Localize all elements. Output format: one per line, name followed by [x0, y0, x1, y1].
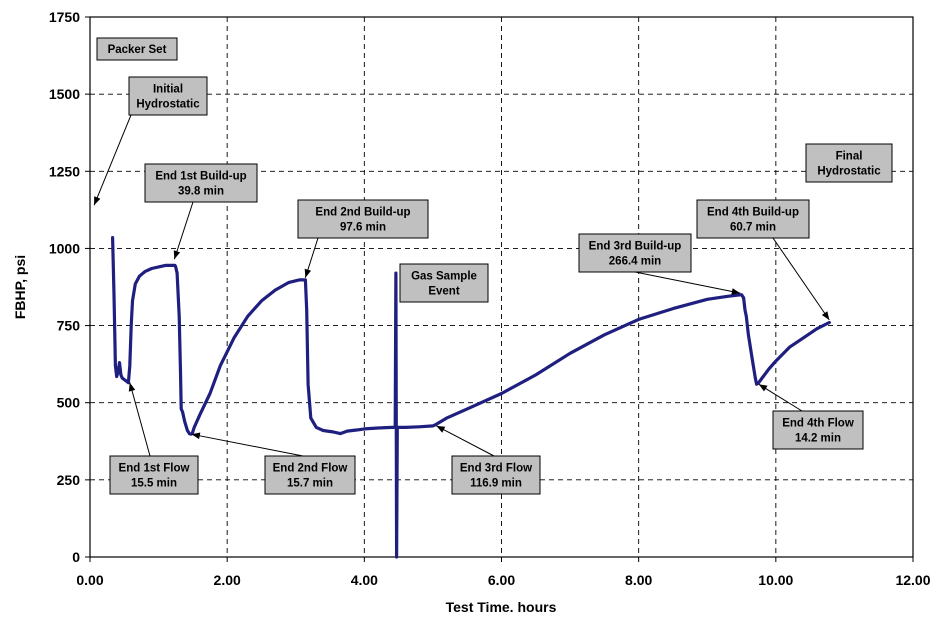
annotation-text: 116.9 min — [470, 478, 522, 490]
arrow-head — [821, 311, 830, 321]
annotation-text: End 3rd Build-up — [589, 241, 682, 253]
annotation-text: End 2nd Flow — [273, 463, 348, 475]
annotation-text: Gas Sample — [411, 271, 477, 283]
annotation-callout: Final Hydrostatic — [805, 143, 893, 183]
annotation-text: Initial — [153, 84, 183, 96]
y-axis-title: FBHP, psi — [12, 255, 28, 319]
arrow-head — [758, 384, 768, 392]
annotation-callout: End 3rd Build-up 266.4 min — [578, 233, 741, 295]
series-group — [111, 236, 831, 559]
annotation-box — [772, 410, 864, 450]
annotation-callout: End 1st Flow 15.5 min — [109, 382, 199, 495]
annotation-text: 14.2 min — [795, 433, 841, 445]
y-tick-label: 1500 — [49, 86, 80, 102]
annotation-arrow — [191, 433, 304, 457]
x-axis-ticks: 0.00 2.00 4.00 6.00 8.00 10.00 12.00 — [76, 557, 931, 588]
annotations-group: Packer Set Initial Hydrostatic End 1st Buil… — [93, 37, 893, 495]
x-tick-label: 8.00 — [625, 572, 652, 588]
annotation-arrow — [129, 382, 151, 457]
annotation-box — [144, 163, 258, 203]
annotation-text: Packer Set — [108, 44, 167, 56]
x-tick-label: 12.00 — [895, 572, 930, 588]
annotation-text: 97.6 min — [340, 222, 386, 234]
annotation-callout: Initial Hydrostatic — [93, 76, 208, 206]
annotation-callout: Packer Set — [96, 37, 178, 61]
annotation-text: End 1st Flow — [119, 463, 190, 475]
y-tick-label: 1250 — [49, 163, 80, 179]
annotation-box — [805, 143, 893, 183]
annotation-box — [109, 455, 199, 495]
x-tick-label: 10.00 — [758, 572, 793, 588]
arrow-head — [731, 288, 741, 295]
annotation-callout: End 3rd Flow 116.9 min — [436, 425, 541, 495]
x-tick-label: 2.00 — [214, 572, 241, 588]
x-axis-title: Test Time. hours — [446, 599, 557, 615]
annotation-arrow — [634, 271, 741, 294]
y-tick-label: 0 — [72, 549, 80, 565]
arrow-head — [436, 425, 446, 433]
annotation-text: 39.8 min — [178, 186, 224, 198]
series-line — [111, 236, 831, 559]
annotation-callout: Gas Sample Event — [399, 263, 489, 303]
y-axis-ticks: 0 250 500 750 1000 1250 1500 1750 — [49, 9, 90, 565]
arrow-head — [128, 382, 136, 392]
annotation-callout: End 2nd Flow 15.7 min — [191, 432, 356, 495]
y-tick-label: 500 — [57, 395, 81, 411]
arrow-head — [191, 432, 201, 440]
annotation-text: End 1st Build-up — [155, 171, 246, 183]
annotation-box — [128, 76, 208, 116]
annotation-arrow — [758, 383, 803, 412]
arrow-head — [173, 250, 181, 260]
y-tick-label: 1750 — [49, 9, 80, 25]
annotation-text: End 4th Flow — [782, 418, 854, 430]
annotation-arrow — [436, 425, 495, 457]
annotation-text: Hydrostatic — [817, 166, 881, 178]
x-tick-label: 0.00 — [76, 572, 103, 588]
annotation-box — [264, 455, 356, 495]
annotation-arrow — [772, 237, 830, 321]
y-tick-label: 250 — [57, 472, 81, 488]
annotation-callout: End 1st Build-up 39.8 min — [144, 163, 258, 260]
x-tick-label: 6.00 — [488, 572, 515, 588]
annotation-text: End 2nd Build-up — [315, 207, 410, 219]
annotation-text: Hydrostatic — [136, 99, 200, 111]
arrow-head — [304, 268, 312, 278]
annotation-text: 15.7 min — [287, 478, 333, 490]
annotation-box — [399, 263, 489, 303]
gridlines — [90, 17, 913, 557]
annotation-text: 15.5 min — [131, 478, 177, 490]
annotation-box — [96, 37, 178, 61]
annotation-callout: End 2nd Build-up 97.6 min — [297, 199, 429, 278]
x-tick-label: 4.00 — [351, 572, 378, 588]
annotation-text: Final — [836, 151, 863, 163]
y-tick-label: 1000 — [49, 240, 80, 256]
annotation-text: 266.4 min — [609, 256, 661, 268]
annotation-box — [451, 455, 541, 495]
annotation-arrow — [93, 114, 132, 206]
annotation-box — [696, 199, 810, 239]
annotation-text: End 3rd Flow — [460, 463, 532, 475]
y-tick-label: 750 — [57, 318, 81, 334]
annotation-text: 60.7 min — [730, 222, 776, 234]
annotation-box — [578, 233, 692, 273]
annotation-callout: End 4th Flow 14.2 min — [758, 383, 864, 450]
annotation-text: Event — [428, 286, 459, 298]
annotation-text: End 4th Build-up — [707, 207, 799, 219]
annotation-callout: End 4th Build-up 60.7 min — [696, 199, 830, 321]
arrow-head — [94, 196, 101, 206]
annotation-box — [297, 199, 429, 239]
annotation-arrow — [173, 201, 194, 260]
